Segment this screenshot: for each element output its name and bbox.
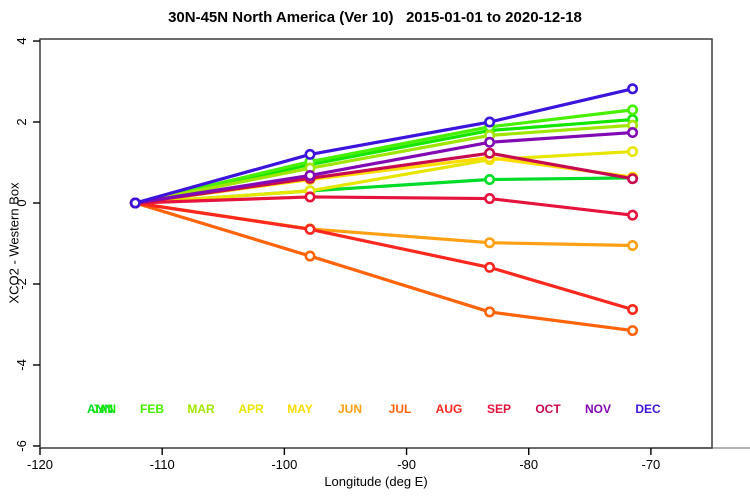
data-point-jul bbox=[484, 306, 496, 318]
x-tick-label: -110 bbox=[150, 457, 175, 472]
x-tick-label: -120 bbox=[27, 457, 53, 472]
series-line-feb bbox=[134, 108, 633, 205]
series-line-jul bbox=[134, 201, 633, 333]
data-point-sep bbox=[304, 191, 316, 203]
data-point-jul bbox=[627, 325, 639, 337]
data-point-ann bbox=[484, 174, 496, 186]
x-tick-label: -80 bbox=[519, 457, 538, 472]
data-point-nov bbox=[484, 136, 496, 148]
data-point-oct bbox=[484, 147, 496, 159]
legend-item-feb: FEB bbox=[140, 402, 164, 416]
legend-item-jan: JAN bbox=[92, 402, 116, 416]
data-point-sep bbox=[484, 193, 496, 205]
data-point-aug bbox=[484, 261, 496, 273]
y-tick-label: -4 bbox=[14, 359, 29, 371]
series-line-dec bbox=[134, 87, 633, 205]
legend-item-oct: OCT bbox=[535, 402, 561, 416]
data-point-apr bbox=[627, 146, 639, 158]
data-point-feb bbox=[627, 104, 639, 116]
chart-title: 30N-45N North America (Ver 10) 2015-01-0… bbox=[168, 9, 582, 26]
y-tick-label: 4 bbox=[14, 37, 29, 44]
y-axis-label: XCO2 - Western Box bbox=[6, 182, 22, 304]
y-tick-label: -6 bbox=[14, 440, 29, 452]
y-tick-label: 0 bbox=[14, 199, 29, 206]
data-point-nov bbox=[304, 169, 316, 181]
series-line-sep bbox=[135, 195, 633, 217]
legend-item-may: MAY bbox=[287, 402, 313, 416]
data-point-dec bbox=[304, 148, 316, 160]
data-point-aug bbox=[304, 223, 316, 235]
data-point-jul bbox=[304, 250, 316, 262]
legend-item-jun: JUN bbox=[338, 402, 362, 416]
legend-item-nov: NOV bbox=[585, 402, 611, 416]
series-line-aug bbox=[135, 201, 634, 312]
legend-item-dec: DEC bbox=[635, 402, 661, 416]
data-point-jun bbox=[627, 240, 639, 252]
data-point-dec bbox=[129, 197, 141, 209]
legend-item-apr: APR bbox=[238, 402, 264, 416]
data-point-sep bbox=[627, 209, 639, 221]
data-point-nov bbox=[627, 127, 639, 139]
data-point-oct bbox=[627, 173, 639, 185]
legend-item-ann: ANN bbox=[87, 402, 113, 416]
data-point-dec bbox=[627, 83, 639, 95]
x-tick-label: -70 bbox=[642, 457, 661, 472]
series-line-apr bbox=[135, 149, 633, 205]
legend-item-mar: MAR bbox=[187, 402, 215, 416]
x-tick-label: -90 bbox=[397, 457, 416, 472]
legend-item-jul: JUL bbox=[389, 402, 412, 416]
legend-item-aug: AUG bbox=[436, 402, 463, 416]
series-line-mar bbox=[134, 123, 633, 205]
y-tick-label: 2 bbox=[14, 118, 29, 125]
series-line-nov bbox=[135, 130, 633, 205]
data-point-aug bbox=[627, 304, 639, 316]
legend-item-sep: SEP bbox=[487, 402, 511, 416]
data-point-dec bbox=[484, 116, 496, 128]
x-tick-label: -100 bbox=[271, 457, 297, 472]
x-axis-label: Longitude (deg E) bbox=[324, 474, 428, 489]
plot-box bbox=[39, 38, 713, 449]
y-tick-label: -2 bbox=[14, 278, 29, 290]
data-point-jun bbox=[484, 237, 496, 249]
